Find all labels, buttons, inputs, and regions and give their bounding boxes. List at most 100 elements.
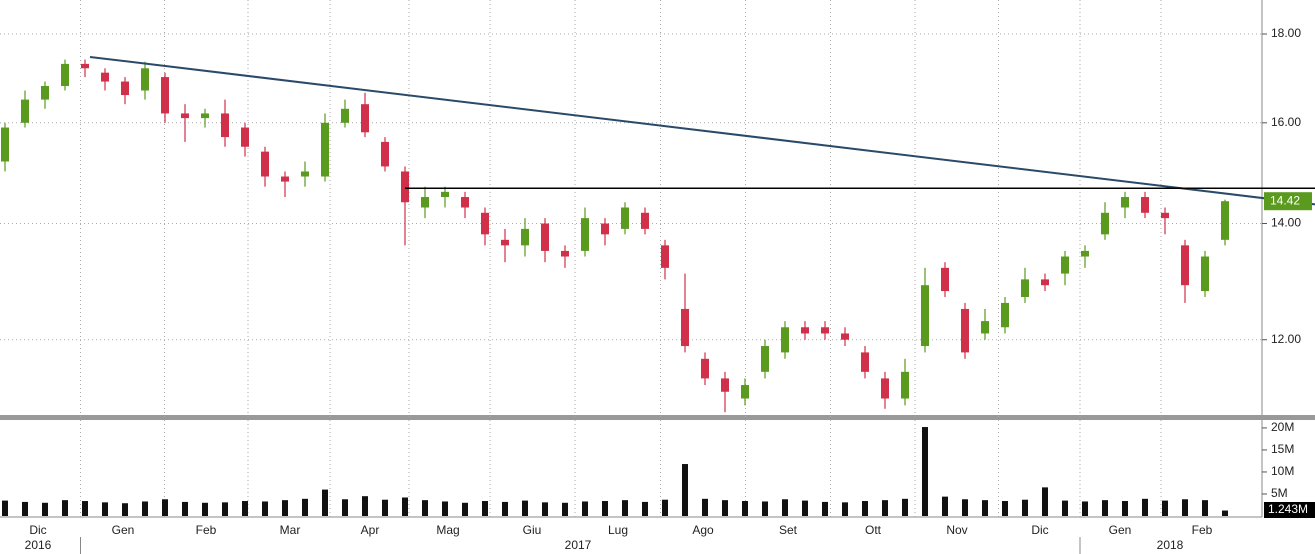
volume-bar	[182, 501, 188, 516]
x-tick-label: Gen	[1109, 523, 1132, 537]
volume-bar	[42, 502, 48, 516]
y-tick-label: 12.00	[1271, 332, 1301, 346]
volume-bar	[682, 464, 688, 516]
volume-bar	[942, 496, 948, 516]
volume-bar	[22, 501, 28, 516]
x-tick-label: Set	[779, 523, 798, 537]
x-tick-label: Nov	[946, 523, 967, 537]
last-price-label: 14.42	[1270, 193, 1300, 207]
volume-bar	[862, 501, 868, 516]
volume-bar	[422, 500, 428, 516]
candle-body	[201, 113, 209, 119]
candle-body	[821, 327, 829, 334]
candle-body	[461, 197, 469, 208]
volume-bar	[62, 500, 68, 516]
candle-body	[361, 104, 369, 133]
candle-body	[541, 223, 549, 251]
volume-bar	[82, 501, 88, 516]
candle-body	[561, 250, 569, 257]
volume-bar	[302, 498, 308, 516]
volume-bar	[622, 500, 628, 516]
volume-bar	[322, 489, 328, 516]
x-tick-label: Apr	[361, 523, 380, 537]
volume-bar	[1042, 487, 1048, 516]
volume-bar	[1122, 501, 1128, 516]
candle-body	[961, 308, 969, 353]
candle-body	[1081, 250, 1089, 257]
candle-body	[1221, 201, 1229, 240]
last-price-box	[1264, 192, 1312, 211]
last-volume-box	[1264, 502, 1315, 518]
candle-body	[261, 151, 269, 177]
candle-body	[1041, 279, 1049, 286]
candle-body	[1201, 256, 1209, 292]
candle-body	[1141, 197, 1149, 213]
volume-bar	[902, 498, 908, 516]
candle-body	[81, 63, 89, 69]
year-label: 2017	[565, 538, 592, 552]
volume-bar	[722, 500, 728, 516]
candle-body	[481, 212, 489, 235]
candle-body	[401, 171, 409, 203]
y-tick-label: 20M	[1271, 420, 1294, 434]
y-tick-label: 14.00	[1271, 216, 1301, 230]
volume-bar	[802, 500, 808, 516]
volume-bar	[1062, 500, 1068, 516]
volume-bar	[642, 501, 648, 516]
candle-body	[861, 352, 869, 372]
candle-body	[1, 127, 9, 162]
year-label: 2016	[25, 538, 52, 552]
candle-body	[341, 108, 349, 123]
candle-body	[161, 77, 169, 114]
volume-bar	[762, 501, 768, 516]
x-tick-label: Dic	[29, 523, 46, 537]
x-tick-label: Gen	[112, 523, 135, 537]
x-tick-label: Feb	[196, 523, 217, 537]
volume-bar	[222, 502, 228, 516]
x-tick-label: Ott	[865, 523, 882, 537]
y-tick-label: 10M	[1271, 464, 1294, 478]
volume-bar	[562, 502, 568, 516]
y-tick-label: 16.00	[1271, 115, 1301, 129]
volume-bar	[922, 427, 928, 516]
volume-bar	[102, 502, 108, 516]
volume-bar	[842, 502, 848, 516]
volume-bar	[1162, 500, 1168, 516]
x-tick-label: Lug	[608, 523, 628, 537]
candle-body	[1161, 212, 1169, 219]
volume-bar	[202, 502, 208, 516]
volume-bar	[502, 501, 508, 516]
candle-body	[701, 358, 709, 379]
candle-body	[241, 127, 249, 147]
volume-bar	[1082, 501, 1088, 516]
candle-body	[801, 327, 809, 334]
candle-body	[421, 197, 429, 208]
volume-bar	[1022, 499, 1028, 516]
volume-bar	[162, 499, 168, 516]
volume-bar	[702, 498, 708, 516]
candle-body	[1001, 302, 1009, 328]
candle-body	[661, 245, 669, 268]
candle-body	[681, 308, 689, 347]
candle-body	[921, 285, 929, 347]
candle-body	[641, 212, 649, 229]
volume-bar	[582, 501, 588, 516]
y-tick-label: 5M	[1271, 486, 1288, 500]
candle-body	[1121, 197, 1129, 208]
candle-body	[121, 81, 129, 96]
volume-bar	[1142, 498, 1148, 516]
candle-body	[441, 191, 449, 198]
volume-bar	[362, 496, 368, 516]
volume-bar	[122, 503, 128, 516]
candle-body	[941, 267, 949, 292]
volume-bar	[982, 500, 988, 516]
candle-body	[901, 371, 909, 399]
candle-body	[281, 176, 289, 182]
volume-bar	[542, 502, 548, 516]
volume-bar	[1002, 501, 1008, 516]
volume-bar	[1182, 499, 1188, 516]
trendline	[89, 55, 1315, 206]
candle-body	[221, 113, 229, 138]
volume-bar	[382, 499, 388, 516]
